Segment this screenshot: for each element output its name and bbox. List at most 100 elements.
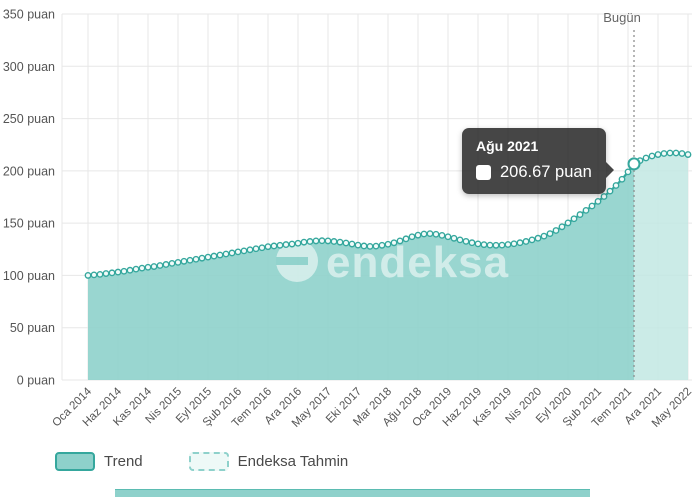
data-point-marker[interactable] bbox=[300, 238, 308, 246]
data-point-marker[interactable] bbox=[372, 242, 380, 250]
data-point-marker[interactable] bbox=[426, 230, 434, 238]
data-point-marker[interactable] bbox=[240, 247, 248, 255]
data-point-marker[interactable] bbox=[336, 238, 344, 246]
data-point-marker[interactable] bbox=[612, 182, 620, 189]
data-point-marker[interactable] bbox=[570, 215, 578, 223]
data-point-marker[interactable] bbox=[294, 239, 302, 247]
data-point-marker[interactable] bbox=[312, 237, 320, 245]
data-point-marker[interactable] bbox=[468, 239, 476, 247]
data-point-marker[interactable] bbox=[282, 241, 290, 248]
data-point-marker[interactable] bbox=[498, 241, 506, 249]
data-point-marker[interactable] bbox=[600, 193, 608, 200]
data-point-marker[interactable] bbox=[288, 240, 296, 248]
data-point-marker[interactable] bbox=[228, 249, 236, 257]
data-point-marker[interactable] bbox=[108, 269, 116, 277]
data-point-marker[interactable] bbox=[354, 241, 362, 249]
data-point-marker[interactable] bbox=[144, 263, 152, 271]
data-point-marker[interactable] bbox=[606, 187, 614, 195]
data-point-marker[interactable] bbox=[366, 242, 374, 250]
data-point-marker[interactable] bbox=[90, 271, 98, 279]
data-point-marker[interactable] bbox=[222, 250, 230, 258]
data-point-marker[interactable] bbox=[180, 257, 188, 265]
data-point-marker[interactable] bbox=[456, 236, 464, 244]
data-point-marker[interactable] bbox=[306, 238, 314, 245]
data-point-marker[interactable] bbox=[552, 227, 560, 234]
data-point-marker[interactable] bbox=[444, 233, 452, 241]
data-point-marker[interactable] bbox=[420, 230, 428, 238]
data-point-marker[interactable] bbox=[540, 232, 548, 240]
data-point-marker[interactable] bbox=[102, 270, 110, 277]
data-point-marker[interactable] bbox=[276, 241, 284, 249]
data-point-marker[interactable] bbox=[450, 234, 458, 242]
data-point-marker[interactable] bbox=[408, 233, 416, 241]
data-point-marker[interactable] bbox=[558, 223, 566, 231]
data-point-marker[interactable] bbox=[360, 242, 368, 250]
data-point-marker[interactable] bbox=[516, 239, 524, 247]
data-point-marker[interactable] bbox=[252, 245, 260, 253]
data-point-marker[interactable] bbox=[588, 202, 596, 210]
data-point-marker[interactable] bbox=[528, 236, 536, 244]
data-point-marker[interactable] bbox=[246, 246, 254, 254]
data-point-marker[interactable] bbox=[648, 152, 656, 160]
data-point-marker[interactable] bbox=[210, 252, 218, 260]
data-point-marker[interactable] bbox=[84, 272, 92, 279]
data-point-marker[interactable] bbox=[546, 230, 554, 238]
data-point-marker[interactable] bbox=[384, 240, 392, 248]
data-point-marker[interactable] bbox=[480, 241, 488, 249]
data-point-marker[interactable] bbox=[126, 266, 134, 274]
data-point-marker[interactable] bbox=[684, 151, 692, 158]
data-point-marker[interactable] bbox=[132, 265, 140, 273]
data-point-marker[interactable] bbox=[114, 268, 122, 276]
data-point-marker[interactable] bbox=[162, 261, 170, 268]
data-point-marker[interactable] bbox=[654, 151, 662, 158]
data-point-marker[interactable] bbox=[432, 230, 440, 238]
legend-item-trend[interactable]: Trend bbox=[55, 452, 143, 471]
data-point-marker[interactable] bbox=[234, 248, 242, 256]
data-point-marker[interactable] bbox=[396, 237, 404, 245]
data-point-marker[interactable] bbox=[678, 150, 686, 157]
legend-item-forecast[interactable]: Endeksa Tahmin bbox=[188, 452, 348, 471]
data-point-marker[interactable] bbox=[414, 231, 422, 239]
data-point-marker[interactable] bbox=[186, 256, 194, 264]
data-point-marker[interactable] bbox=[264, 243, 272, 251]
data-point-marker[interactable] bbox=[378, 241, 386, 249]
data-point-marker[interactable] bbox=[330, 238, 338, 245]
data-point-marker[interactable] bbox=[168, 260, 176, 267]
highlighted-point[interactable] bbox=[627, 157, 641, 171]
data-point-marker[interactable] bbox=[348, 240, 356, 248]
data-point-marker[interactable] bbox=[492, 241, 500, 249]
data-point-marker[interactable] bbox=[318, 237, 326, 245]
data-point-marker[interactable] bbox=[642, 154, 650, 162]
data-point-marker[interactable] bbox=[138, 264, 146, 272]
data-point-marker[interactable] bbox=[534, 234, 542, 242]
data-point-marker[interactable] bbox=[120, 267, 128, 275]
data-point-marker[interactable] bbox=[594, 197, 602, 205]
data-point-marker[interactable] bbox=[564, 219, 572, 227]
data-point-marker[interactable] bbox=[486, 241, 494, 249]
data-point-marker[interactable] bbox=[96, 270, 104, 278]
data-point-marker[interactable] bbox=[504, 241, 512, 248]
data-point-marker[interactable] bbox=[522, 238, 530, 245]
data-point-marker[interactable] bbox=[198, 254, 206, 262]
data-point-marker[interactable] bbox=[576, 211, 584, 218]
data-point-marker[interactable] bbox=[510, 240, 518, 248]
data-point-marker[interactable] bbox=[156, 262, 164, 269]
data-point-marker[interactable] bbox=[618, 175, 626, 183]
data-point-marker[interactable] bbox=[174, 258, 182, 266]
data-point-marker[interactable] bbox=[438, 231, 446, 239]
data-point-marker[interactable] bbox=[390, 239, 398, 247]
data-point-marker[interactable] bbox=[192, 255, 200, 263]
data-point-marker[interactable] bbox=[462, 237, 470, 245]
data-point-marker[interactable] bbox=[258, 244, 266, 252]
data-point-marker[interactable] bbox=[666, 149, 674, 157]
data-point-marker[interactable] bbox=[150, 263, 158, 270]
data-point-marker[interactable] bbox=[342, 239, 350, 247]
data-point-marker[interactable] bbox=[216, 251, 224, 259]
data-point-marker[interactable] bbox=[402, 235, 410, 243]
data-point-marker[interactable] bbox=[474, 240, 482, 248]
data-point-marker[interactable] bbox=[324, 237, 332, 245]
data-point-marker[interactable] bbox=[270, 242, 278, 250]
data-point-marker[interactable] bbox=[672, 149, 680, 157]
data-point-marker[interactable] bbox=[582, 206, 590, 214]
